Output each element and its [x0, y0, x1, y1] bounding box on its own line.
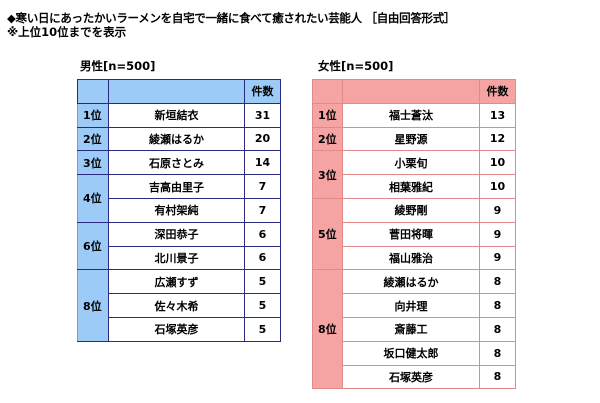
table-row: 3位 石原さとみ 14 — [77, 150, 281, 176]
name-cell: 新垣結衣 — [108, 102, 245, 128]
table-row: 8位 広瀬すず 5 — [77, 269, 281, 342]
count-cell: 5 — [244, 293, 281, 318]
count-cell: 12 — [479, 126, 516, 152]
table-row: 相葉雅紀 10 — [313, 174, 516, 199]
table-row: 2位 星野源 12 — [312, 126, 516, 152]
table-row: 4位 吉高由里子 7 — [77, 174, 281, 223]
table-row: 菅田将暉 9 — [313, 221, 516, 247]
table-row: 佐々木希 5 — [78, 293, 281, 318]
count-cell: 8 — [479, 293, 516, 318]
rank-cell: 1位 — [312, 102, 343, 128]
name-cell: 綾瀬はるか — [108, 126, 245, 152]
name-cell: 福士蒼汰 — [342, 102, 480, 128]
female-table-label: 女性[n=500] — [318, 59, 394, 73]
table-row: 1位 福士蒼汰 13 — [312, 102, 516, 128]
header-cell: 件数 — [244, 79, 281, 104]
count-cell: 6 — [244, 245, 281, 271]
table-row: 8位 綾瀬はるか 8 — [312, 269, 516, 390]
header-cell — [108, 79, 245, 104]
name-cell: 綾瀬はるか — [342, 269, 480, 295]
name-cell: 相葉雅紀 — [342, 174, 480, 199]
count-cell: 9 — [479, 197, 516, 223]
page-subtitle: ※上位10位までを表示 — [7, 25, 127, 39]
count-cell: 10 — [479, 150, 516, 176]
male-table-label: 男性[n=500] — [80, 59, 156, 73]
name-cell: 菅田将暉 — [342, 221, 480, 247]
header-row: 件数 — [312, 79, 516, 104]
count-cell: 6 — [244, 221, 281, 247]
table-row: 石塚英彦 5 — [78, 316, 281, 342]
name-cell: 有村架純 — [108, 197, 245, 223]
male-ranking-table: 件数 1位 新垣結衣 31 2位 綾瀬はるか 20 3位 石原さとみ 14 4位 吉高由里子 7 有村架純… — [77, 79, 281, 342]
count-cell: 9 — [479, 245, 516, 271]
count-cell: 7 — [244, 174, 281, 199]
count-cell: 7 — [244, 197, 281, 223]
count-cell: 8 — [479, 316, 516, 342]
header-cell — [77, 79, 109, 104]
table-row: 1位 新垣結衣 31 — [77, 102, 281, 128]
table-row: 北川景子 6 — [78, 245, 281, 271]
rank-cell: 3位 — [77, 150, 109, 176]
name-cell: 小栗旬 — [342, 150, 480, 176]
name-cell: 石原さとみ — [108, 150, 245, 176]
rank-cell: 2位 — [312, 126, 343, 152]
name-cell: 向井理 — [342, 293, 480, 318]
count-cell: 14 — [244, 150, 281, 176]
count-cell: 31 — [244, 102, 281, 128]
name-cell: 坂口健太郎 — [342, 340, 480, 366]
rank-cell: 3位 — [312, 150, 343, 199]
female-ranking-table: 件数 1位 福士蒼汰 13 2位 星野源 12 3位 小栗旬 10 相葉雅紀 10 5位 綾野剛 9 菅田将暉… — [312, 79, 516, 390]
header-cell — [342, 79, 480, 104]
table-row: 斎藤工 8 — [313, 316, 516, 342]
table-row: 5位 綾野剛 9 — [312, 197, 516, 271]
table-row: 3位 小栗旬 10 — [312, 150, 516, 199]
rank-cell: 8位 — [312, 269, 343, 390]
count-cell: 5 — [244, 269, 281, 295]
count-cell: 5 — [244, 316, 281, 342]
name-cell: 広瀬すず — [108, 269, 245, 295]
count-cell: 20 — [244, 126, 281, 152]
count-cell: 13 — [479, 102, 516, 128]
name-cell: 吉高由里子 — [108, 174, 245, 199]
rank-cell: 2位 — [77, 126, 109, 152]
name-cell: 深田恭子 — [108, 221, 245, 247]
name-cell: 福山雅治 — [342, 245, 480, 271]
header-cell: 件数 — [479, 79, 516, 104]
table-row: 石塚英彦 8 — [313, 364, 516, 390]
name-cell: 佐々木希 — [108, 293, 245, 318]
rank-cell: 4位 — [77, 174, 109, 223]
table-row: 6位 深田恭子 6 — [77, 221, 281, 271]
rank-cell: 1位 — [77, 102, 109, 128]
count-cell: 9 — [479, 221, 516, 247]
count-cell: 10 — [479, 174, 516, 199]
header-cell — [312, 79, 343, 104]
name-cell: 星野源 — [342, 126, 480, 152]
name-cell: 石塚英彦 — [108, 316, 245, 342]
count-cell: 8 — [479, 269, 516, 295]
page-title: ◆寒い日にあったかいラーメンを自宅で一緒に食べて癒されたい芸能人 ［自由回答形式… — [7, 11, 456, 25]
table-row: 有村架純 7 — [78, 197, 281, 223]
rank-cell: 6位 — [77, 221, 109, 271]
name-cell: 綾野剛 — [342, 197, 480, 223]
count-cell: 8 — [479, 340, 516, 366]
table-row: 2位 綾瀬はるか 20 — [77, 126, 281, 152]
table-row: 坂口健太郎 8 — [313, 340, 516, 366]
name-cell: 石塚英彦 — [342, 364, 480, 390]
rank-cell: 8位 — [77, 269, 109, 342]
name-cell: 北川景子 — [108, 245, 245, 271]
table-row: 福山雅治 9 — [313, 245, 516, 271]
name-cell: 斎藤工 — [342, 316, 480, 342]
rank-cell: 5位 — [312, 197, 343, 271]
count-cell: 8 — [479, 364, 516, 390]
header-row: 件数 — [77, 79, 281, 104]
table-row: 向井理 8 — [313, 293, 516, 318]
